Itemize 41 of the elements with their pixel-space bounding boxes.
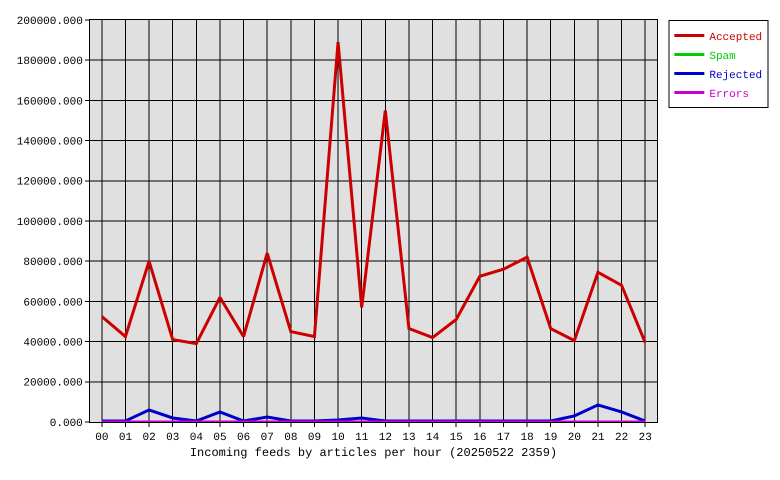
y-tick-label: 180000.000 bbox=[16, 56, 83, 68]
y-tick-label: 0.000 bbox=[50, 418, 83, 430]
y-tick-label: 100000.000 bbox=[16, 216, 83, 229]
x-tick-label: 18 bbox=[520, 432, 534, 444]
x-tick-label: 06 bbox=[236, 432, 250, 444]
y-tick-label: 60000.000 bbox=[23, 297, 83, 310]
x-tick-label: 09 bbox=[308, 432, 322, 444]
x-tick-label: 21 bbox=[591, 432, 605, 444]
x-tick-label: 14 bbox=[426, 432, 440, 444]
legend-label: Errors bbox=[709, 88, 749, 101]
x-tick-label: 04 bbox=[190, 432, 204, 444]
x-tick-label: 15 bbox=[450, 432, 463, 444]
legend-label: Accepted bbox=[709, 32, 762, 44]
x-tick-label: 17 bbox=[496, 432, 510, 444]
legend-label: Rejected bbox=[709, 70, 762, 82]
line-series bbox=[100, 40, 647, 346]
x-tick-label: 22 bbox=[614, 432, 628, 444]
x-tick-label: 07 bbox=[260, 432, 274, 444]
y-tick-label: 40000.000 bbox=[23, 337, 83, 350]
x-tick-label: 23 bbox=[638, 432, 652, 444]
legend-label: Spam bbox=[709, 50, 736, 63]
x-tick-label: 20 bbox=[568, 432, 581, 444]
y-tick-label: 160000.000 bbox=[16, 96, 83, 108]
y-tick-label: 80000.000 bbox=[23, 257, 83, 270]
x-axis-title: Incoming feeds by articles per hour (20250522 2359) bbox=[190, 446, 558, 460]
y-tick-label: 200000.000 bbox=[16, 16, 83, 28]
x-tick-label: 11 bbox=[355, 432, 369, 444]
x-tick-label: 08 bbox=[284, 432, 298, 444]
x-tick-label: 02 bbox=[142, 432, 156, 444]
x-tick-label: 13 bbox=[402, 432, 416, 444]
x-tick-label: 01 bbox=[118, 432, 132, 444]
x-tick-label: 10 bbox=[331, 432, 345, 444]
x-tick-label: 16 bbox=[473, 432, 486, 444]
x-tick-label: 00 bbox=[95, 432, 108, 444]
x-tick-label: 12 bbox=[378, 432, 392, 444]
x-tick-label: 03 bbox=[166, 432, 180, 444]
y-tick-label: 140000.000 bbox=[16, 136, 83, 148]
y-tick-label: 20000.000 bbox=[23, 378, 83, 390]
x-tick-label: 19 bbox=[544, 432, 558, 444]
y-tick-label: 120000.000 bbox=[16, 176, 83, 189]
x-tick-label: 05 bbox=[213, 432, 227, 444]
